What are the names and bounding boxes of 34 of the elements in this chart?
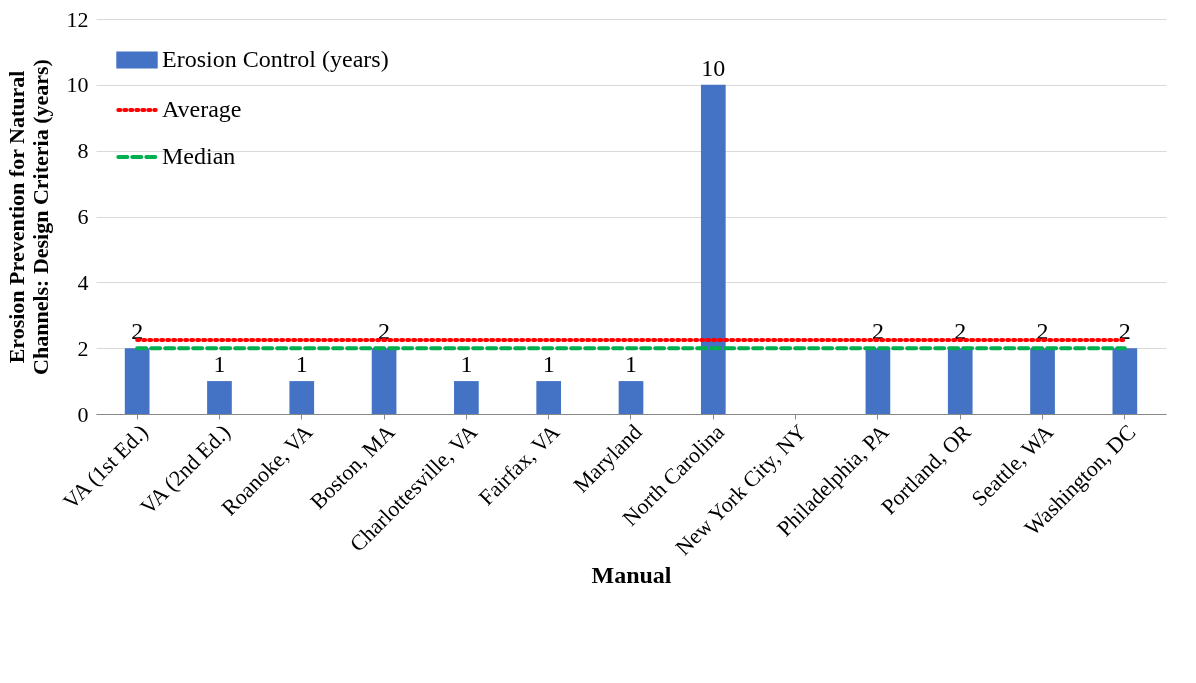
bar xyxy=(371,348,397,414)
y-tick-label: 10 xyxy=(66,72,89,98)
y-tick-label: 12 xyxy=(66,6,89,32)
legend-label: Average xyxy=(162,96,242,122)
bar xyxy=(865,348,891,414)
y-tick-label: 8 xyxy=(77,138,89,164)
legend-label: Median xyxy=(162,143,236,169)
data-label: 2 xyxy=(954,318,967,345)
data-label: 1 xyxy=(295,351,308,378)
bar xyxy=(536,381,562,414)
y-tick-label: 2 xyxy=(77,335,89,361)
data-label: 10 xyxy=(701,54,726,81)
bar xyxy=(207,381,232,414)
data-label: 2 xyxy=(131,318,144,345)
data-label: 1 xyxy=(460,351,473,378)
bar xyxy=(454,381,479,414)
bar xyxy=(289,381,315,414)
y-tick-label: 0 xyxy=(77,401,89,427)
bar xyxy=(1030,348,1055,414)
data-label: 2 xyxy=(378,318,391,345)
y-tick-label: 4 xyxy=(77,269,89,295)
y-tick-label: 6 xyxy=(77,204,89,229)
data-label: 2 xyxy=(1118,318,1131,345)
y-axis-title: Erosion Prevention for Natural Channels: Design Criteria (years) xyxy=(3,59,53,375)
x-axis-title: Manual xyxy=(591,561,672,588)
data-label: 1 xyxy=(625,351,637,378)
legend-label: Erosion Control (years) xyxy=(162,46,389,72)
bar xyxy=(947,348,973,414)
data-label: 1 xyxy=(542,351,555,378)
data-label: 1 xyxy=(213,351,226,378)
bar xyxy=(1112,348,1138,414)
bar xyxy=(618,381,644,414)
bar xyxy=(124,348,150,414)
bar xyxy=(700,84,726,414)
